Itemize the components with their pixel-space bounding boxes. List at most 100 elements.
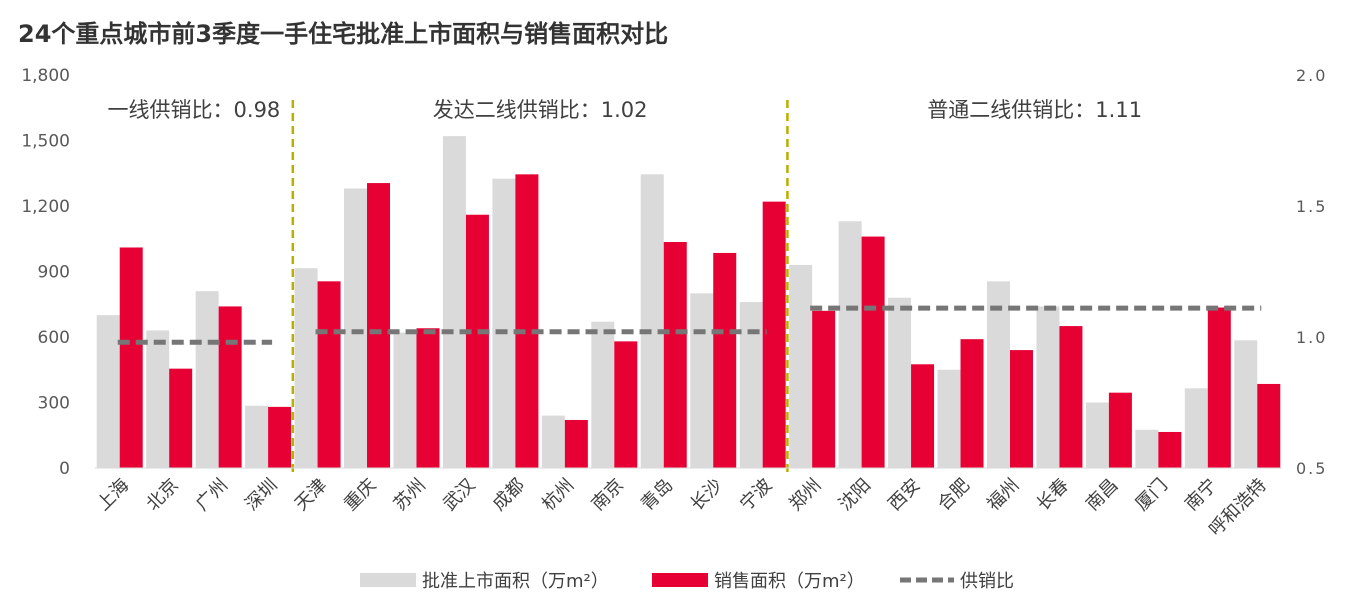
bar-approved [690, 293, 714, 468]
x-category-label: 上海 [93, 475, 133, 515]
y-right-tick-label: 0.5 [1296, 459, 1327, 478]
bar-sales [119, 247, 143, 468]
y-right-tick-label: 1.5 [1296, 197, 1327, 216]
y-axis-left: 0 300 600 900 1,200 1,500 1,800 [21, 66, 70, 479]
legend-swatch [652, 573, 708, 587]
y-left-tick-label: 1,200 [21, 197, 70, 217]
y-right-tick-label: 1.0 [1296, 328, 1327, 347]
y-left-tick-label: 1,500 [21, 132, 70, 152]
bar-approved [393, 332, 417, 468]
x-category-label: 北京 [142, 475, 182, 515]
bar-approved [1135, 429, 1159, 468]
bar-sales [416, 328, 440, 468]
x-category-label: 合肥 [934, 475, 974, 515]
bar-sales [1059, 326, 1083, 468]
bar-approved [195, 291, 219, 468]
bar-sales [861, 236, 885, 468]
bar-approved [96, 315, 120, 468]
x-category-label: 厦门 [1132, 475, 1172, 515]
x-category-label: 南京 [588, 475, 628, 515]
group-dividers [291, 100, 789, 473]
x-category-label: 天津 [291, 475, 331, 515]
x-category-label: 沈阳 [835, 475, 875, 515]
bar-sales [218, 306, 242, 468]
x-category-label: 重庆 [340, 475, 380, 515]
bar-sales [317, 281, 341, 468]
bar-approved [640, 174, 664, 468]
y-left-tick-label: 300 [38, 394, 70, 414]
legend-label: 供销比 [960, 571, 1014, 592]
x-category-label: 福州 [983, 475, 1023, 515]
bar-sales [1108, 392, 1132, 468]
bar-sales [713, 252, 737, 468]
bar-sales [465, 214, 489, 468]
bar-sales [1009, 350, 1033, 468]
ratio-labels: 一线供销比：0.98 发达二线供销比：1.02 普通二线供销比：1.11 [108, 98, 1143, 122]
bar-approved [986, 281, 1010, 468]
bars-group [96, 136, 1281, 469]
bar-approved [838, 221, 862, 468]
bar-sales [762, 201, 786, 468]
bar-sales [367, 183, 391, 468]
y-left-tick-label: 0 [59, 459, 70, 479]
ratio-label: 普通二线供销比：1.11 [927, 98, 1142, 122]
bar-sales [614, 341, 638, 468]
ratio-label: 发达二线供销比：1.02 [433, 98, 648, 122]
x-category-label: 郑州 [785, 475, 825, 515]
x-category-label: 南昌 [1082, 475, 1122, 515]
bar-approved [739, 302, 763, 468]
bar-sales [564, 419, 588, 468]
x-category-label: 青岛 [637, 475, 677, 515]
y-left-tick-label: 600 [38, 328, 70, 348]
bar-approved [1184, 388, 1208, 468]
x-category-label: 广州 [192, 475, 232, 515]
y-axis-right: 0.5 1.0 1.5 2.0 [1296, 66, 1327, 478]
bar-sales [515, 174, 539, 468]
y-left-tick-label: 900 [38, 263, 70, 283]
bar-approved [937, 369, 961, 468]
x-category-label: 成都 [489, 475, 529, 515]
x-category-label: 武汉 [439, 475, 479, 515]
y-right-tick-label: 2.0 [1296, 66, 1327, 85]
bar-sales [1257, 383, 1281, 468]
bar-sales [169, 368, 193, 468]
bar-sales [960, 339, 984, 468]
ratio-label: 一线供销比：0.98 [108, 98, 281, 122]
x-axis: 上海 北京 广州 深圳 天津 重庆 苏州 武汉 成都 杭州 南京 青岛 长沙 宁波 郑州 沈阳 西安 合肥 福州 长春… [93, 467, 1282, 540]
x-category-label: 长沙 [686, 475, 726, 515]
bar-approved [344, 188, 368, 469]
bar-sales [1158, 431, 1182, 468]
x-category-label: 杭州 [538, 475, 578, 515]
x-category-label: 宁波 [736, 475, 776, 515]
bar-approved [442, 136, 466, 468]
x-category-label: 西安 [884, 475, 924, 515]
bar-approved [591, 321, 615, 468]
x-category-label: 长春 [1033, 475, 1073, 515]
bar-sales [812, 310, 836, 468]
bar-approved [294, 268, 318, 468]
x-category-label: 南宁 [1181, 475, 1221, 515]
bar-sales [911, 364, 935, 468]
bar-sales [663, 242, 687, 468]
bar-approved [789, 264, 813, 468]
chart-title: 24个重点城市前3季度一手住宅批准上市面积与销售面积对比 [18, 20, 669, 48]
x-category-label: 深圳 [241, 475, 281, 515]
bar-approved [1234, 340, 1258, 468]
legend-label: 批准上市面积（万m²） [422, 571, 609, 592]
legend[interactable]: 批准上市面积（万m²） 销售面积（万m²） 供销比 [360, 571, 1014, 592]
legend-label: 销售面积（万m²） [714, 571, 865, 592]
bar-sales [268, 406, 292, 468]
bar-approved [1085, 402, 1109, 468]
bar-sales [1207, 307, 1231, 468]
bar-approved [492, 178, 516, 469]
bar-approved [1036, 306, 1060, 468]
ratio-lines [117, 305, 1262, 345]
bar-approved [888, 297, 912, 468]
legend-swatch [360, 573, 416, 587]
x-category-label: 苏州 [390, 475, 430, 515]
y-left-tick-label: 1,800 [21, 66, 70, 86]
bar-approved [245, 405, 269, 468]
bar-approved [146, 330, 170, 468]
